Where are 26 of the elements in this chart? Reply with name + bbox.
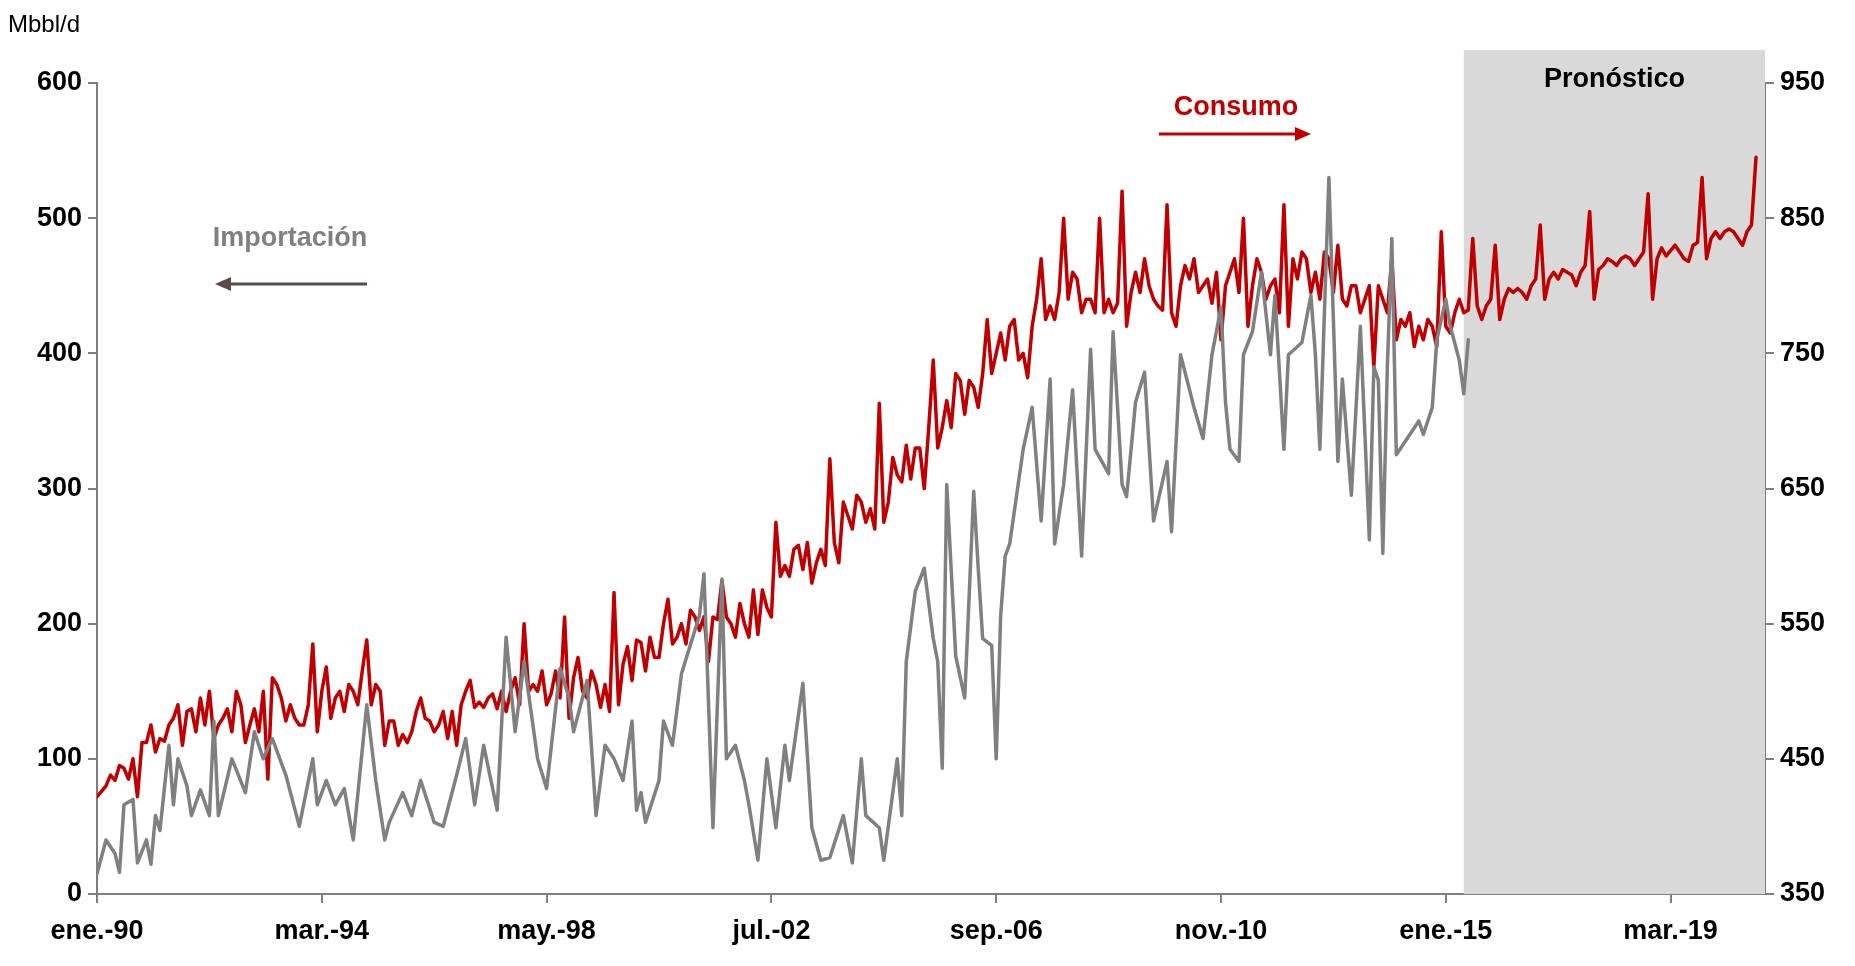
y-tick-label: 400 — [36, 336, 82, 367]
x-tick-label: nov.-10 — [1174, 914, 1268, 945]
x-tick-label: sep.-06 — [949, 914, 1043, 945]
y2-tick-label: 450 — [1780, 742, 1826, 773]
band-label: Pronóstico — [1543, 63, 1685, 94]
y-tick-label: 300 — [36, 471, 82, 502]
y2-tick-label: 350 — [1780, 877, 1826, 908]
x-tick-label: mar.-94 — [274, 914, 370, 945]
y-tick-label: 200 — [36, 607, 82, 638]
x-tick-label: ene.-15 — [1399, 914, 1493, 945]
y2-tick-label: 750 — [1780, 336, 1826, 367]
y-axis-title: Mbbl/d — [8, 10, 81, 38]
y2-tick-label: 650 — [1780, 471, 1826, 502]
y-tick-label: 500 — [36, 201, 82, 232]
y-tick-label: 600 — [36, 66, 82, 97]
text: Importación — [211, 221, 369, 254]
y2-tick-label: 550 — [1780, 607, 1826, 638]
y2-tick-label: 950 — [1780, 66, 1826, 97]
y2-tick-label: 850 — [1780, 201, 1826, 232]
x-tick-label: may.-98 — [497, 914, 596, 945]
x-tick-label: ene.-90 — [50, 914, 144, 945]
text: Consumo — [1172, 90, 1300, 123]
y-tick-label: 0 — [66, 877, 82, 908]
y-tick-label: 100 — [36, 742, 82, 773]
x-tick-label: mar.-19 — [1623, 914, 1718, 945]
x-tick-label: jul.-02 — [731, 914, 811, 945]
